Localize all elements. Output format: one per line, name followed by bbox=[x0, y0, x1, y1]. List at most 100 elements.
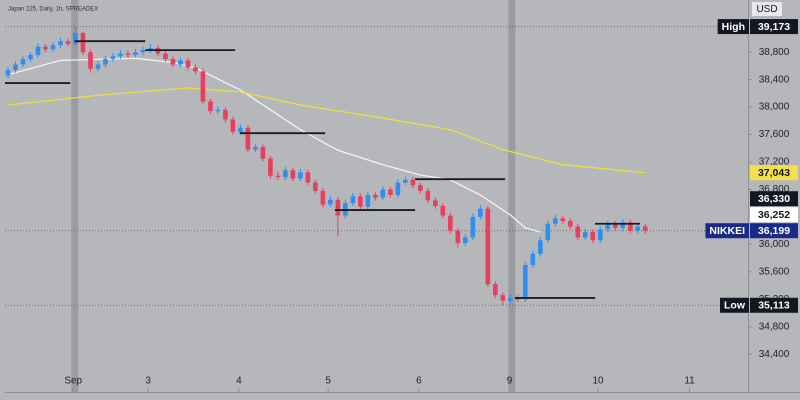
price-badge-name-box bbox=[705, 223, 749, 239]
price-badge-name: High bbox=[722, 21, 745, 33]
x-tick-label: 11 bbox=[684, 376, 695, 387]
price-badge bbox=[750, 223, 798, 239]
candle-body bbox=[13, 64, 18, 71]
candle-body bbox=[470, 216, 476, 238]
chart-title: Japan 225, Daily, 1h, SPREADEX bbox=[8, 7, 98, 13]
candle-body bbox=[440, 205, 446, 216]
y-tick-label: 34,800 bbox=[759, 321, 790, 332]
x-tick-label: Sep bbox=[64, 376, 82, 387]
candle-body bbox=[290, 170, 296, 179]
price-badge bbox=[750, 165, 798, 181]
candle-body bbox=[200, 71, 206, 102]
candle-body bbox=[268, 158, 273, 176]
candle-body bbox=[260, 146, 266, 159]
candle-body bbox=[193, 67, 198, 72]
candle-body bbox=[275, 175, 281, 178]
price-badge bbox=[750, 207, 798, 223]
candle-body bbox=[508, 297, 513, 301]
candle-body bbox=[365, 194, 371, 207]
candle-body bbox=[500, 295, 506, 301]
candle-body bbox=[283, 170, 288, 178]
x-tick-label: 10 bbox=[592, 376, 604, 387]
candle-body bbox=[170, 59, 176, 65]
price-badge-name: Low bbox=[724, 300, 746, 312]
candle-body bbox=[5, 70, 11, 76]
candle-body bbox=[575, 226, 581, 238]
price-badge-label: 37,043 bbox=[758, 167, 790, 179]
candle-body bbox=[73, 32, 78, 44]
y-tick-label: 37,600 bbox=[759, 129, 790, 140]
data-layer bbox=[5, 26, 648, 306]
candle-body bbox=[433, 200, 438, 206]
price-badge bbox=[750, 19, 798, 35]
axis-layer: Japan 225, Daily, 1h, SPREADEX USD 34,40… bbox=[8, 2, 798, 392]
session-break bbox=[71, 0, 79, 392]
candle-body bbox=[245, 127, 251, 150]
candle-body bbox=[328, 199, 333, 205]
candle-body bbox=[223, 109, 228, 120]
background-layer bbox=[5, 0, 748, 392]
x-tick-label: 4 bbox=[236, 376, 242, 387]
candle-body bbox=[43, 46, 48, 50]
candle-body bbox=[395, 182, 401, 195]
currency: USD bbox=[756, 4, 777, 15]
candle-body bbox=[178, 60, 183, 65]
candle-body bbox=[110, 56, 116, 60]
candle-body bbox=[627, 222, 633, 231]
y-tick-label: 34,400 bbox=[759, 349, 790, 360]
candle-body bbox=[478, 208, 483, 217]
candle-body bbox=[380, 189, 386, 198]
candle-body bbox=[320, 190, 326, 205]
y-tick-label: 36,000 bbox=[759, 239, 790, 250]
candle-body bbox=[298, 172, 303, 179]
candle-body bbox=[612, 223, 618, 228]
candle-body bbox=[335, 199, 341, 216]
candle-body bbox=[238, 127, 243, 132]
candle-body bbox=[58, 41, 63, 46]
candle-body bbox=[455, 230, 461, 244]
candle-body bbox=[388, 189, 393, 195]
candle-body bbox=[88, 52, 93, 69]
candle-body bbox=[35, 46, 41, 55]
moving-average bbox=[7, 87, 646, 174]
candle-body bbox=[358, 196, 363, 207]
price-badge-label: 36,252 bbox=[758, 209, 790, 221]
candle-body bbox=[185, 60, 191, 68]
candle-body bbox=[620, 222, 626, 228]
candle-body bbox=[80, 32, 86, 53]
candle-body bbox=[148, 48, 153, 51]
candle-body bbox=[313, 182, 318, 191]
candle-body bbox=[65, 41, 71, 44]
candle-body bbox=[597, 229, 603, 241]
price-badge-name: NIKKEI bbox=[709, 225, 745, 237]
candle-body bbox=[133, 52, 138, 55]
candle-body bbox=[28, 54, 33, 60]
currency-badge bbox=[752, 2, 782, 16]
candle-body bbox=[163, 53, 168, 60]
x-tick-label: 6 bbox=[416, 376, 422, 387]
price-badge-label: 39,173 bbox=[758, 21, 790, 33]
y-tick-label: 37,200 bbox=[759, 157, 790, 168]
y-tick-label: 38,400 bbox=[759, 74, 790, 85]
candle-body bbox=[418, 185, 423, 191]
candle-body bbox=[230, 119, 236, 132]
candle-body bbox=[103, 59, 108, 65]
candle-body bbox=[215, 109, 221, 112]
price-badge-label: 36,330 bbox=[758, 193, 790, 205]
y-tick-label: 38,000 bbox=[759, 102, 790, 113]
y-tick-label: 35,600 bbox=[759, 266, 790, 277]
candle-body bbox=[50, 45, 56, 50]
price-badge-name-box bbox=[720, 297, 749, 313]
candle-body bbox=[485, 208, 491, 285]
candle-body bbox=[95, 64, 101, 69]
candle-body bbox=[635, 226, 641, 231]
candle-body bbox=[403, 179, 408, 183]
y-tick-label: 36,800 bbox=[759, 184, 790, 195]
candle-body bbox=[523, 264, 528, 300]
candle-body bbox=[530, 253, 536, 265]
candle-body bbox=[305, 172, 311, 183]
candle-body bbox=[582, 232, 588, 238]
candle-body bbox=[118, 53, 123, 57]
candle-body bbox=[560, 218, 566, 222]
candle-body bbox=[410, 179, 416, 186]
